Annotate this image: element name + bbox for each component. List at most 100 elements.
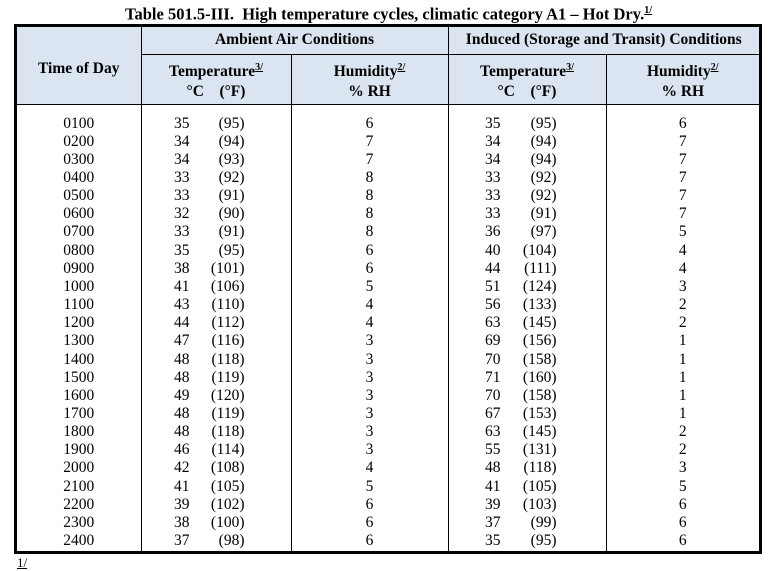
cell-ind_rh: 1 [678,332,687,350]
cell-time: 1900 [63,441,95,459]
temperature-label: Temperature3/ [480,61,574,81]
cell-amb: 46 (114) [142,441,291,459]
cell-time: 1800 [63,423,95,441]
cell-ind_rh: 2 [678,423,687,441]
cell-amb: 33 (91) [142,187,291,205]
header-time-of-day: Time of Day [17,27,142,104]
temperature-label: Temperature3/ [169,61,263,81]
cell-ind_rh: 7 [678,168,687,186]
cell-amb: 48 (118) [142,423,291,441]
cell-ind: 55 (131) [449,441,606,459]
cell-time: 1100 [63,296,94,314]
value-celsius: 48 [174,368,190,386]
value-fahrenheit: (102) [210,495,245,513]
cell-time: 2000 [63,459,95,477]
value-fahrenheit: (100) [210,513,245,531]
cell-ind: 39 (103) [449,496,606,514]
table-title-text: Table 501.5-III. High temperature cycles… [125,4,645,24]
value-fahrenheit: (158) [522,386,557,404]
header-right-block: Ambient Air Conditions Induced (Storage … [141,27,760,104]
value-celsius: 70 [485,350,501,368]
sub-header-row: Temperature3/ °C (°F) Humidity2/ % RH Te… [142,54,760,104]
cell-amb: 35 (95) [142,242,291,260]
value-fahrenheit: (118) [211,350,245,368]
cell-ind_rh: 6 [678,532,687,550]
cell-ind: 70 (158) [449,387,606,405]
header-induced-humidity: Humidity2/ % RH [607,55,760,104]
value-fahrenheit: (95) [218,241,245,259]
cell-ind_rh: 6 [678,114,687,132]
cell-amb_rh: 3 [365,405,374,422]
cell-time: 1500 [63,368,95,386]
cell-ind: 48 (118) [449,459,606,477]
cell-ind_rh: 3 [678,459,687,477]
footnote-marker-clipped: 1/ [17,555,28,570]
cell-amb: 47 (116) [142,332,291,350]
cell-amb: 39 (102) [142,496,291,514]
header-ambient-humidity: Humidity2/ % RH [292,54,449,104]
value-celsius: 39 [174,495,190,513]
value-fahrenheit: (156) [522,332,557,350]
cell-time: 0700 [63,223,95,241]
cell-time: 2400 [63,532,95,550]
cell-ind: 70 (158) [449,351,606,369]
cell-amb_rh: 3 [365,386,374,404]
cell-amb: 41 (105) [142,478,291,496]
value-fahrenheit: (114) [211,441,245,459]
cell-ind_rh: 4 [678,259,687,277]
value-celsius: 49 [174,386,190,404]
cell-amb: 48 (119) [142,369,291,387]
footnote-ref-3: 3/ [255,61,263,73]
cell-ind_rh: 5 [678,223,687,241]
value-celsius: 32 [174,205,190,223]
cell-ind: 41 (105) [449,478,606,496]
value-celsius: 33 [485,205,501,223]
cell-amb_rh: 3 [365,368,374,386]
cell-time: 0900 [63,259,95,277]
value-celsius: 38 [174,259,190,277]
footnote-ref-2: 2/ [710,61,719,73]
value-fahrenheit: (97) [530,223,557,241]
value-celsius: 37 [174,532,190,550]
cell-ind_rh: 1 [678,368,687,386]
table-title: Table 501.5-III. High temperature cycles… [0,1,777,25]
cell-time: 0600 [63,205,95,223]
value-fahrenheit: (153) [522,405,557,422]
value-fahrenheit: (133) [522,296,557,314]
value-celsius: 34 [485,150,501,168]
cell-ind_rh: 7 [678,150,687,168]
cell-time: 2100 [63,477,95,495]
value-celsius: 48 [174,405,190,422]
temperature-cycles-table: Time of Day Ambient Air Conditions Induc… [14,24,762,554]
cell-amb_rh: 6 [365,114,374,132]
cell-time: 1300 [63,332,95,350]
cell-ind: 37 (99) [449,514,606,532]
header-ambient-conditions: Ambient Air Conditions [142,27,449,54]
value-celsius: 71 [485,368,501,386]
cell-time: 1000 [63,277,95,295]
value-celsius: 63 [485,314,501,332]
humidity-units: % RH [661,83,705,101]
value-celsius: 35 [174,241,190,259]
value-celsius: 43 [174,296,190,314]
value-celsius: 35 [485,114,501,132]
value-celsius: 40 [485,241,501,259]
value-fahrenheit: (94) [530,150,557,168]
cell-amb: 49 (120) [142,387,291,405]
cell-amb_rh: 4 [365,459,374,477]
value-celsius: 33 [174,168,190,186]
value-fahrenheit: (92) [530,168,557,186]
cell-amb: 42 (108) [142,459,291,477]
value-celsius: 33 [485,168,501,186]
value-fahrenheit: (120) [210,386,245,404]
value-fahrenheit: (99) [530,513,557,531]
header-ambient-temperature: Temperature3/ °C (°F) [142,54,292,104]
cell-amb: 43 (110) [142,296,291,314]
value-fahrenheit: (119) [211,405,245,422]
value-fahrenheit: (106) [210,277,245,295]
cell-ind_rh: 7 [678,187,687,205]
cell-amb: 37 (98) [142,532,291,550]
value-fahrenheit: (124) [522,277,557,295]
cell-time: 2200 [63,495,95,513]
